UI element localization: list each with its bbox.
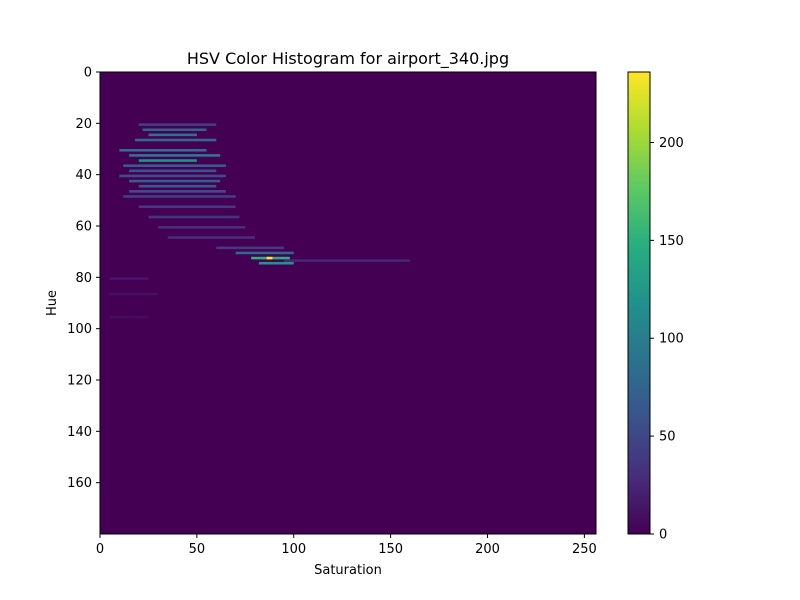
heatmap-cell	[284, 259, 410, 262]
x-tick-label: 150	[378, 542, 403, 557]
heatmap-cell	[129, 190, 226, 193]
x-tick-label: 50	[189, 542, 206, 557]
heatmap-cell	[138, 184, 217, 188]
colorbar-tick-label: 200	[659, 136, 684, 151]
colorbar: 0 50 100 150 200	[627, 71, 684, 543]
y-axis: 0 20 40 60 80 100 120 140 160	[67, 66, 100, 491]
y-tick-label: 160	[67, 476, 92, 491]
heatmap-cell	[119, 174, 226, 178]
x-axis: 0 50 100 150 200 250	[96, 534, 597, 557]
heatmap-cell	[123, 195, 236, 198]
colorbar-ticks: 0 50 100 150 200	[650, 136, 684, 543]
heatmap-cell	[134, 138, 217, 142]
heatmap-cell	[142, 128, 207, 132]
heatmap-cell	[258, 261, 294, 265]
heatmap-cell	[167, 236, 255, 239]
heatmap-cell	[138, 159, 197, 162]
chart-title: HSV Color Histogram for airport_340.jpg	[187, 49, 509, 69]
x-tick-label: 200	[475, 542, 500, 557]
heatmap-cell	[216, 246, 285, 250]
colorbar-tick-label: 150	[659, 234, 684, 249]
heatmap-cell	[129, 179, 221, 183]
y-tick-label: 120	[67, 374, 92, 389]
y-tick-label: 20	[75, 117, 92, 132]
y-tick-label: 80	[75, 271, 92, 286]
heatmap-cell	[138, 205, 236, 209]
x-tick-label: 0	[96, 542, 104, 557]
heatmap-cell	[129, 154, 221, 157]
colorbar-tick-label: 0	[659, 528, 667, 543]
heatmap-cell	[148, 133, 197, 137]
heatmap-cells	[109, 123, 410, 319]
heatmap-cell	[266, 256, 273, 260]
colorbar-gradient	[627, 71, 651, 535]
heatmap-cell	[235, 251, 294, 255]
colorbar-tick-label: 50	[659, 430, 676, 445]
heatmap-cell	[109, 315, 149, 319]
heatmap-cell	[148, 215, 240, 219]
heatmap-cell	[158, 226, 246, 229]
colorbar-tick-label: 100	[659, 332, 684, 347]
heatmap-cell	[109, 277, 149, 280]
x-axis-label: Saturation	[314, 563, 382, 578]
y-tick-label: 40	[75, 168, 92, 183]
heatmap-cell	[129, 169, 217, 173]
y-tick-label: 60	[75, 220, 92, 235]
heatmap-cell	[138, 123, 217, 126]
y-tick-label: 0	[84, 66, 92, 81]
y-tick-label: 140	[67, 425, 92, 440]
y-tick-label: 100	[67, 322, 92, 337]
plot-frame	[99, 71, 597, 535]
y-axis-label: Hue	[45, 290, 60, 316]
heatmap-cell	[109, 292, 159, 296]
x-tick-label: 250	[572, 542, 597, 557]
heatmap-cell	[119, 149, 207, 152]
x-tick-label: 100	[281, 542, 306, 557]
heatmap-cell	[123, 164, 226, 167]
heatmap-plot-area	[99, 71, 597, 535]
